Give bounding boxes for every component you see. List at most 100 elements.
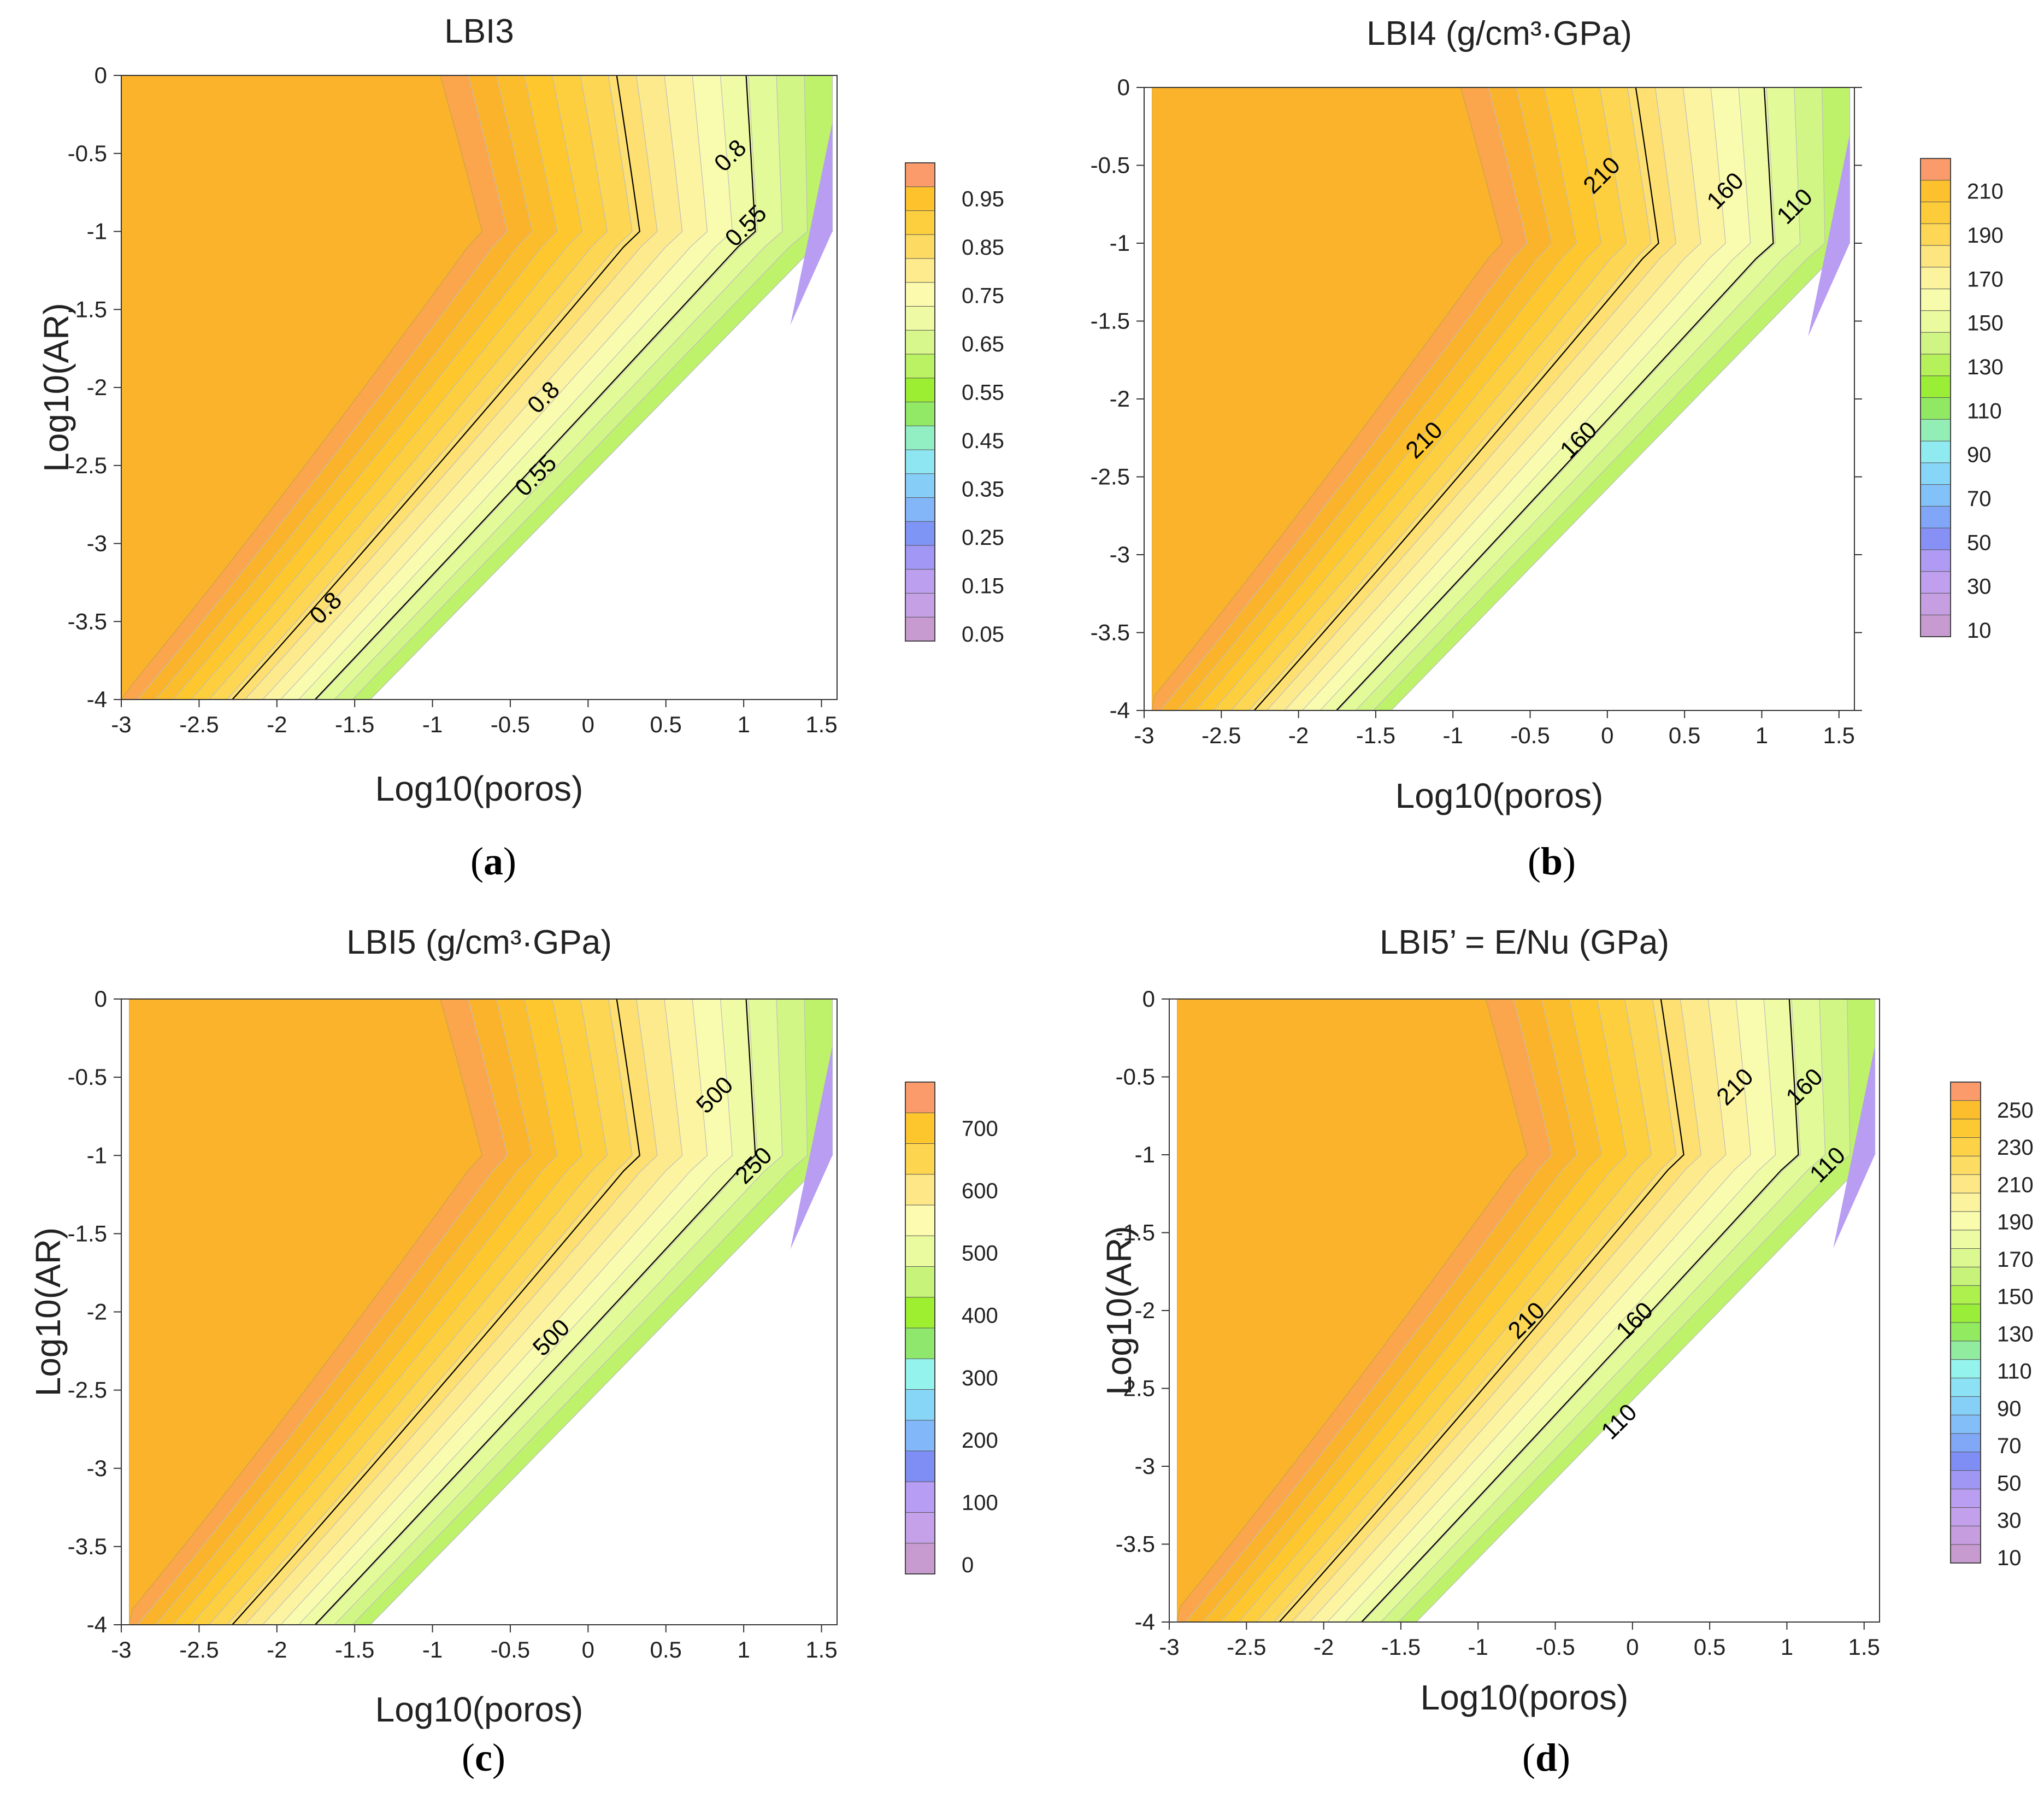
y-tick-label: -1.5 <box>1091 308 1130 334</box>
x-tick-label: 0 <box>1601 722 1613 748</box>
colorbar-frame <box>1950 1082 1981 1564</box>
contour-band-low <box>1808 134 1850 337</box>
x-axis-label: Log10(poros) <box>375 1690 584 1729</box>
colorbar-frame <box>1920 158 1951 637</box>
colorbar-tick-label: 150 <box>1997 1285 2034 1309</box>
colorbar-tick-label: 130 <box>1997 1322 2034 1346</box>
colorbar-segment <box>1950 1359 1981 1379</box>
colorbar-tick-label: 300 <box>962 1366 998 1390</box>
colorbar-tick-label: 10 <box>1967 619 1992 643</box>
colorbar-segment <box>1950 1100 1981 1120</box>
colorbar-segment <box>905 497 935 522</box>
contour-line <box>1253 87 1659 710</box>
colorbar-segment <box>1950 1396 1981 1416</box>
colorbar-segment <box>1950 1174 1981 1194</box>
colorbar-tick-label: 150 <box>1967 312 2004 336</box>
colorbar-segment <box>1950 1414 1981 1435</box>
colorbar-segment <box>1920 440 1951 463</box>
colorbar-segment <box>1920 462 1951 485</box>
contour-line <box>314 999 756 1625</box>
colorbar-tick-label: 190 <box>1967 224 2004 248</box>
colorbar-segment <box>905 1389 935 1421</box>
y-tick-label: -3 <box>1110 542 1130 567</box>
contour-line <box>1361 999 1799 1622</box>
colorbar-segment <box>1920 397 1951 420</box>
contour-plateau <box>121 75 482 700</box>
colorbar-tick-label: 0.25 <box>962 526 1004 550</box>
contour-line <box>232 999 640 1625</box>
colorbar-tick-label: 600 <box>962 1179 998 1203</box>
colorbar-tick-label: 400 <box>962 1304 998 1328</box>
colorbar: 250 230 210 190 170 150 130 110 90 70 50 30 10 <box>1950 1082 2034 1570</box>
colorbar: 210 190 170 150 130 110 90 70 50 30 10 <box>1920 158 2004 643</box>
contour-area <box>129 999 833 1625</box>
y-axis-label: Log10(AR) <box>1099 1226 1139 1395</box>
y-tick-label: -2 <box>87 374 107 400</box>
colorbar-segment <box>1920 354 1951 377</box>
contour-plateau <box>129 999 482 1625</box>
colorbar-segment <box>1920 223 1951 246</box>
y-tick-label: 0 <box>95 986 107 1012</box>
colorbar-segment <box>905 1450 935 1483</box>
colorbar-tick-label: 170 <box>1967 267 2004 291</box>
colorbar-segment <box>905 258 935 283</box>
y-tick-label: -2 <box>1110 386 1130 412</box>
colorbar-segment <box>905 162 935 187</box>
colorbar-segment <box>1920 571 1951 594</box>
colorbar-tick-label: 10 <box>1997 1546 2022 1570</box>
x-tick-label: 0 <box>582 1637 594 1662</box>
colorbar-segment <box>1920 614 1951 638</box>
chart-panel-a: 0.80.80.80.550.55-3 -2.5 -2 -1.5 -1 -0.5 0 0.5 1… <box>37 13 1004 883</box>
contour-line <box>232 75 640 700</box>
contour-plateau <box>1152 87 1503 710</box>
y-tick-label: -1 <box>1110 230 1130 256</box>
colorbar-tick-label: 0.35 <box>962 477 1004 501</box>
y-tick-label: -1 <box>87 1142 107 1168</box>
y-tick-label: -1.5 <box>68 296 107 322</box>
colorbar-segment <box>1920 158 1951 181</box>
colorbar-tick-label: 0.85 <box>962 236 1004 260</box>
colorbar-segment <box>1920 332 1951 355</box>
colorbar-segment <box>905 545 935 570</box>
contour-band-low <box>790 122 833 325</box>
colorbar-segment <box>905 1512 935 1544</box>
x-tick-label: -2 <box>1313 1634 1334 1660</box>
colorbar-segment <box>1920 375 1951 398</box>
y-tick-label: -4 <box>87 1612 107 1637</box>
colorbar-segment <box>1950 1248 1981 1268</box>
colorbar-tick-label: 210 <box>1997 1173 2034 1197</box>
colorbar-segment <box>1920 245 1951 268</box>
colorbar: 700 600 500 400 300 200 100 0 <box>905 1082 998 1577</box>
colorbar-tick-label: 0.95 <box>962 187 1004 211</box>
colorbar-tick-label: 0.45 <box>962 429 1004 453</box>
colorbar-segment <box>905 1235 935 1267</box>
colorbar-segment <box>905 616 935 642</box>
y-tick-label: -4 <box>1110 697 1130 723</box>
x-tick-label: -0.5 <box>491 1637 530 1662</box>
colorbar-segment <box>1950 1155 1981 1176</box>
colorbar-tick-label: 230 <box>1997 1136 2034 1160</box>
x-tick-label: -2.5 <box>179 1637 219 1662</box>
colorbar-segment <box>905 1543 935 1574</box>
colorbar-segment <box>905 1420 935 1452</box>
colorbar-segment <box>905 1174 935 1206</box>
colorbar-tick-label: 30 <box>1967 575 1992 599</box>
colorbar-segment <box>1950 1119 1981 1138</box>
colorbar-segment <box>1920 310 1951 333</box>
colorbar-segment <box>1950 1489 1981 1508</box>
x-tick-label: -1.5 <box>335 1637 374 1662</box>
y-tick-label: -2.5 <box>1116 1376 1155 1401</box>
colorbar-segment <box>905 282 935 307</box>
x-tick-label: 1.5 <box>805 712 837 737</box>
colorbar-segment <box>1950 1525 1981 1546</box>
panel-caption: (d) <box>1522 1736 1570 1779</box>
colorbar-segment <box>1920 549 1951 572</box>
colorbar-segment <box>905 1481 935 1513</box>
x-tick-label: -3 <box>111 1637 131 1662</box>
chart-title: LBI3 <box>444 13 514 50</box>
x-tick-label: -2.5 <box>179 712 219 737</box>
colorbar-segment <box>1950 1082 1981 1101</box>
contour-area <box>1177 999 1876 1622</box>
colorbar-segment <box>1920 592 1951 616</box>
